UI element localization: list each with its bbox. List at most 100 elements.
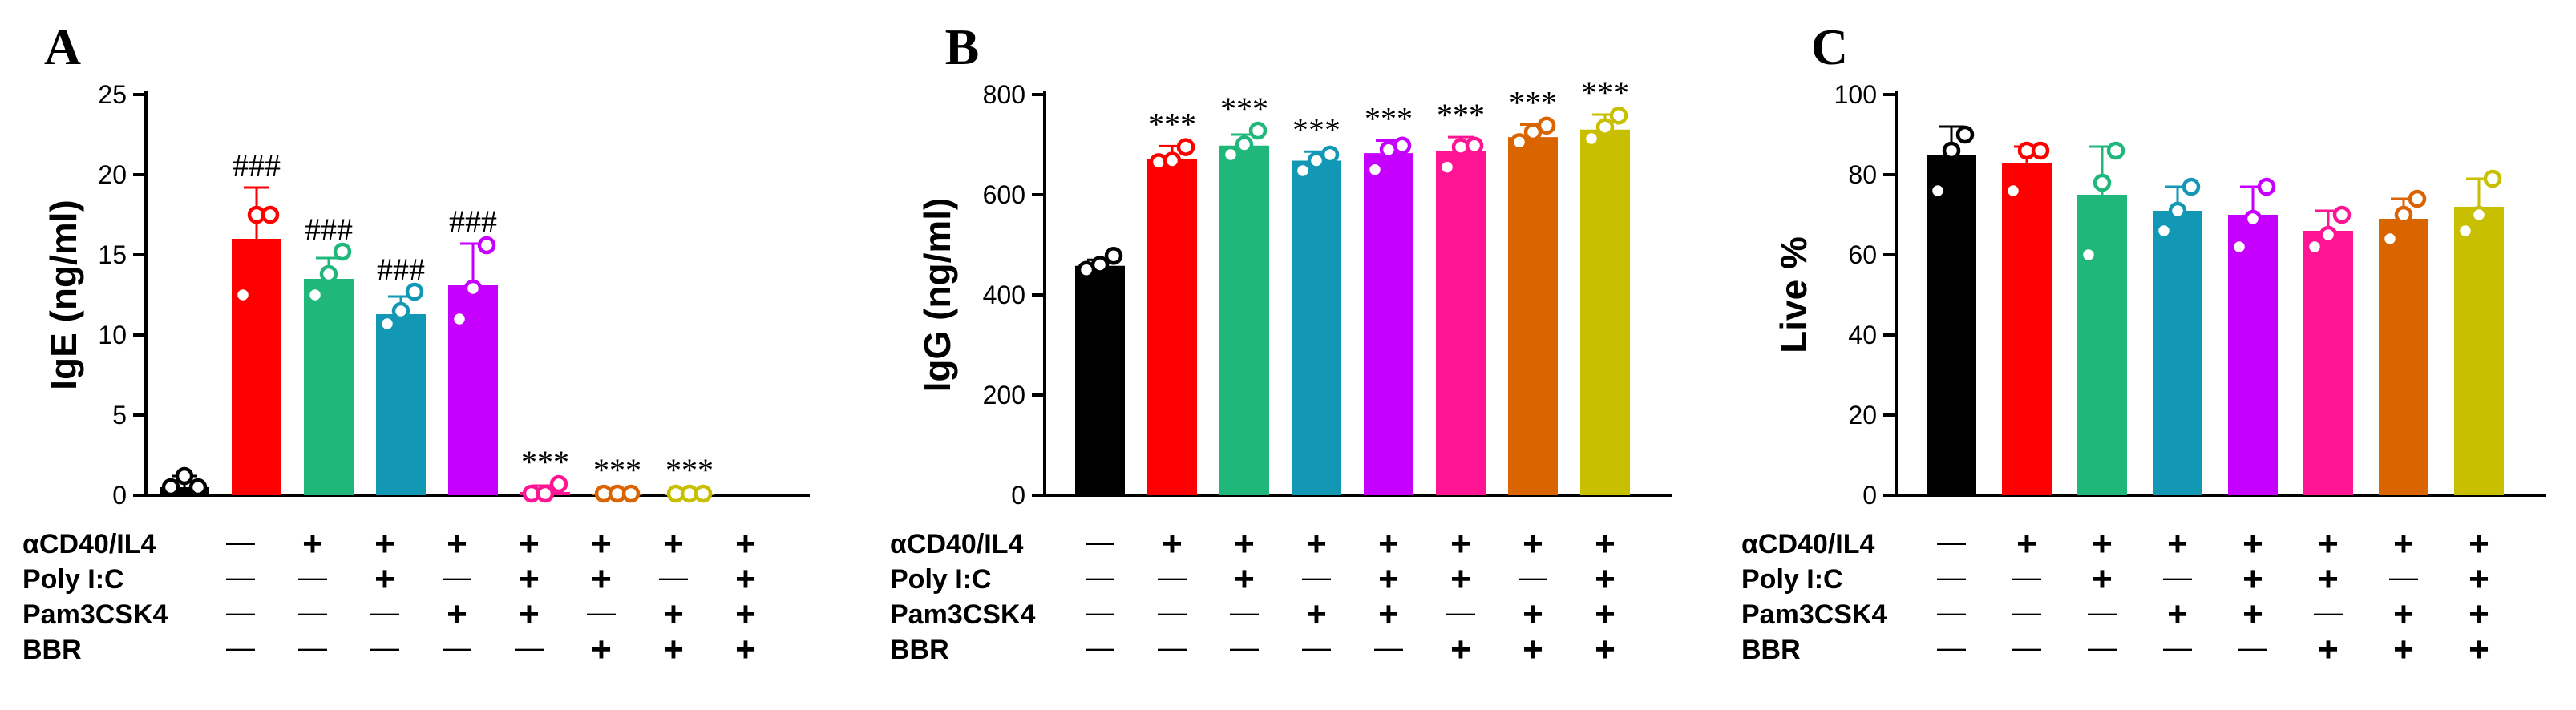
significance-label: *** [521,444,569,480]
data-point [1293,161,1312,180]
minus-symbol: — [226,560,255,593]
data-point [477,236,496,255]
minus-symbol: — [1302,560,1331,593]
minus-symbol: — [2163,560,2192,593]
plus-symbol: + [2469,524,2489,563]
minus-symbol: — [2389,560,2418,593]
plus-symbol: + [2242,559,2263,599]
plus-symbol: + [2469,630,2489,669]
bar [160,487,209,495]
data-point [1104,247,1123,265]
bar [1219,145,1269,495]
data-point [1248,121,1268,140]
data-point [1090,256,1110,274]
plus-symbol: + [1306,524,1327,563]
bar [1436,151,1486,495]
plus-symbol: + [2167,595,2188,634]
bar [1075,265,1125,495]
plus-symbol: + [447,524,467,563]
data-point [1235,135,1254,154]
plus-symbol: + [1450,524,1471,563]
data-point [1365,160,1385,179]
minus-symbol: — [298,631,327,664]
plus-symbol: + [735,559,756,599]
data-point [694,484,713,503]
y-tick-label: 800 [983,80,1025,109]
y-axis-label: Live % [1773,236,1814,353]
minus-symbol: — [1086,525,1114,558]
y-tick-label: 60 [1848,240,1877,269]
data-point [1176,138,1195,156]
y-tick-label: 0 [1862,481,1877,510]
data-point [1609,107,1628,125]
minus-symbol: — [1937,525,1966,558]
plus-symbol: + [2318,559,2339,599]
data-point [1928,181,1947,200]
data-point [378,314,397,333]
minus-symbol: — [298,560,327,593]
plus-symbol: + [1378,559,1399,599]
minus-symbol: — [2314,595,2343,628]
plus-symbol: + [735,524,756,563]
data-point [2332,205,2352,224]
minus-symbol: — [659,560,688,593]
data-point [549,474,568,494]
bar [1580,129,1630,495]
minus-symbol: — [298,595,327,628]
plus-symbol: + [2242,595,2263,634]
minus-symbol: — [226,525,255,558]
treatment-row-label: αCD40/IL4 [1741,529,1874,559]
bar [304,279,354,495]
minus-symbol: — [1937,560,1966,593]
significance-label: *** [1148,106,1196,142]
significance-label: *** [1509,85,1557,121]
y-axis-label: IgG (ng/ml) [916,198,958,393]
y-tick-label: 5 [112,401,127,430]
data-point [405,282,424,301]
treatment-row-label: Poly I:C [1741,564,1843,595]
panel-b: B IgG (ng/ml) 0 200 400 600 800 *** *** *** *** ***… [890,18,1672,669]
plus-symbol: + [2318,630,2339,669]
data-point [2243,209,2263,228]
data-point [2079,245,2098,264]
plus-symbol: + [519,524,540,563]
y-tick-label: 25 [98,80,127,109]
data-point [2154,221,2174,240]
data-point [391,301,410,321]
plus-symbol: + [1595,524,1616,563]
y-tick-label: 15 [98,240,127,269]
data-point [2319,225,2338,244]
y-tick-label: 10 [98,321,127,349]
data-point [1510,133,1529,151]
plus-symbol: + [2016,524,2037,563]
minus-symbol: — [443,631,471,664]
minus-symbol: — [370,595,399,628]
data-point [2483,169,2502,188]
minus-symbol: — [1374,631,1403,664]
data-point [2230,237,2249,256]
plus-symbol: + [591,630,612,669]
minus-symbol: — [1086,631,1114,664]
data-point [2182,177,2201,196]
data-point [1523,123,1543,142]
data-point [175,466,194,486]
minus-symbol: — [1519,560,1547,593]
y-tick-label: 20 [98,160,127,189]
data-point [621,484,641,503]
minus-symbol: — [1937,595,1966,628]
minus-symbol: — [515,631,544,664]
minus-symbol: — [587,595,616,628]
y-axis-label: IgE (ng/ml) [42,200,84,390]
plus-symbol: + [663,524,684,563]
plus-symbol: + [1450,630,1471,669]
data-point [233,285,253,305]
minus-symbol: — [2163,631,2192,664]
significance-label: ### [233,147,281,184]
plus-symbol: + [1450,559,1471,599]
minus-symbol: — [2012,595,2041,628]
minus-symbol: — [1158,560,1187,593]
plus-symbol: + [1523,524,1543,563]
data-point [319,264,338,284]
plus-symbol: + [302,524,323,563]
